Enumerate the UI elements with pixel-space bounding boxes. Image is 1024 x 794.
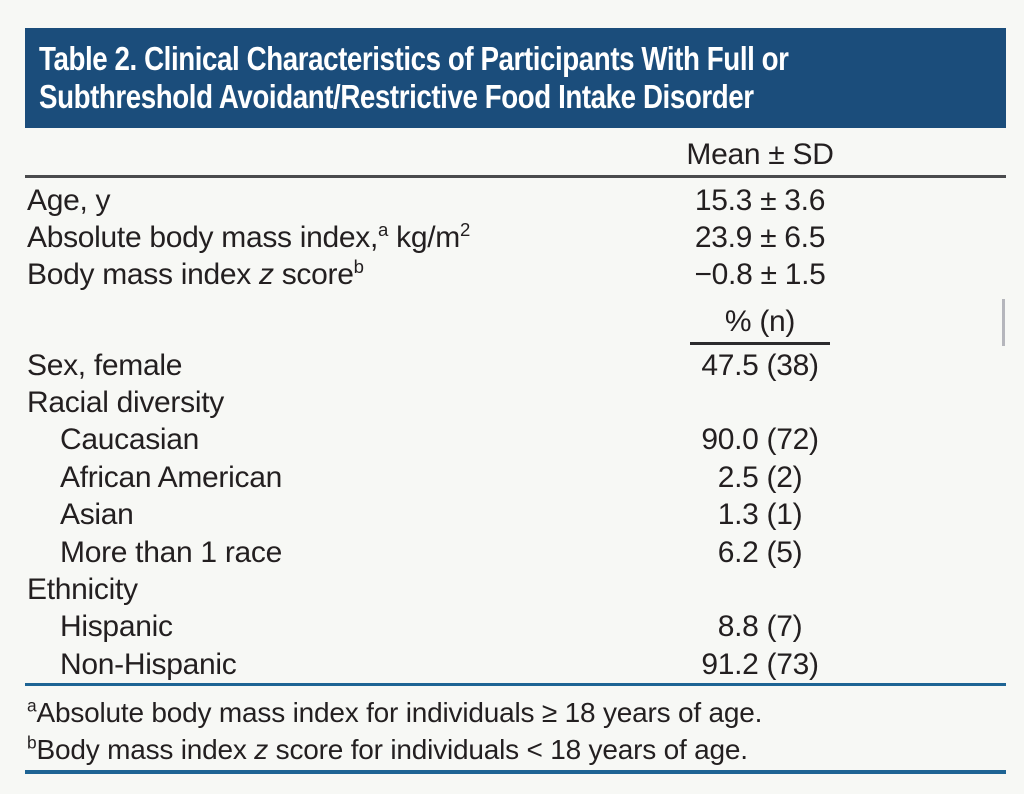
table-title-line-2: Subthreshold Avoidant/Restrictive Food I…: [39, 78, 754, 115]
mean-sd-rows: Age, y 15.3 ± 3.6 Absolute body mass ind…: [27, 182, 1006, 294]
row-label: Absolute body mass index,a kg/m2: [27, 219, 470, 255]
row-label: Non-Hispanic: [60, 647, 237, 681]
column-header-mean-sd: Mean ± SD: [686, 138, 834, 171]
footnote-marker-a: a: [378, 219, 389, 241]
footnote-marker-b: b: [27, 732, 37, 753]
italic-z: z: [258, 258, 274, 292]
row-label: Hispanic: [60, 610, 173, 644]
column-header-pct-n: % (n): [724, 305, 796, 338]
footnote-divider-rule: [25, 683, 1006, 686]
row-label: Ethnicity: [27, 573, 138, 607]
footnote-a: aAbsolute body mass index for individual…: [27, 694, 762, 731]
row-value: 90.0 (72): [701, 423, 819, 457]
pct-n-rows: Sex, female 47.5 (38) Racial diversity C…: [27, 347, 1006, 684]
table-row-non-hispanic: Non-Hispanic 91.2 (73): [27, 646, 1006, 683]
row-value: 47.5 (38): [701, 348, 819, 382]
label-text: Absolute body mass index,: [27, 221, 379, 255]
footnote-marker-a: a: [27, 695, 37, 716]
row-label: More than 1 race: [60, 535, 282, 569]
footnote-text: score for individuals < 18 years of age.: [268, 734, 748, 765]
row-label: Sex, female: [27, 348, 183, 382]
table-row-ethnicity: Ethnicity: [27, 571, 1006, 608]
row-value: 15.3 ± 3.6: [694, 183, 826, 217]
row-value: −0.8 ± 1.5: [694, 258, 826, 292]
pct-n-underline: [690, 342, 830, 345]
table-row-sex-female: Sex, female 47.5 (38): [27, 347, 1006, 384]
row-value: 91.2 (73): [701, 647, 819, 681]
scan-artifact-line: [1002, 299, 1005, 346]
footnote-marker-b: b: [353, 256, 364, 278]
row-label: Caucasian: [60, 423, 200, 457]
footnote-text: Absolute body mass index for individuals…: [36, 697, 763, 728]
footnotes: aAbsolute body mass index for individual…: [27, 694, 762, 768]
row-label: Racial diversity: [27, 386, 224, 420]
table-row-bmi-z-score: Body mass index z scoreb −0.8 ± 1.5: [27, 257, 1006, 294]
row-value: 8.8 (7): [717, 610, 803, 644]
label-text: score: [273, 258, 354, 292]
label-text: Body mass index: [27, 258, 259, 292]
table-title-line-1: Table 2. Clinical Characteristics of Par…: [39, 40, 789, 77]
footnote-text: Body mass index: [36, 734, 255, 765]
row-value: 6.2 (5): [717, 535, 803, 569]
table-row-asian: Asian 1.3 (1): [27, 497, 1006, 534]
italic-z: z: [254, 734, 269, 765]
row-label: Asian: [60, 498, 134, 532]
footnote-b: bBody mass index z score for individuals…: [27, 731, 762, 768]
row-label: African American: [60, 460, 282, 494]
row-label: Age, y: [27, 183, 111, 217]
bottom-rule: [25, 770, 1006, 774]
table-row-age: Age, y 15.3 ± 3.6: [27, 182, 1006, 219]
table-row-absolute-bmi: Absolute body mass index,a kg/m2 23.9 ± …: [27, 219, 1006, 256]
row-value: 2.5 (2): [717, 460, 803, 494]
row-value: 1.3 (1): [717, 498, 803, 532]
table-row-more-than-1-race: More than 1 race 6.2 (5): [27, 534, 1006, 571]
row-value: 23.9 ± 6.5: [694, 221, 826, 255]
header-rule: [25, 175, 1006, 178]
exponent: 2: [459, 219, 470, 241]
table-row-racial-diversity: Racial diversity: [27, 384, 1006, 421]
table-row-african-american: African American 2.5 (2): [27, 459, 1006, 496]
table-row-hispanic: Hispanic 8.8 (7): [27, 609, 1006, 646]
row-label: Body mass index z scoreb: [27, 258, 364, 292]
table-row-caucasian: Caucasian 90.0 (72): [27, 422, 1006, 459]
table-title-bar: Table 2. Clinical Characteristics of Par…: [25, 28, 1006, 128]
label-text: kg/m: [388, 221, 460, 255]
